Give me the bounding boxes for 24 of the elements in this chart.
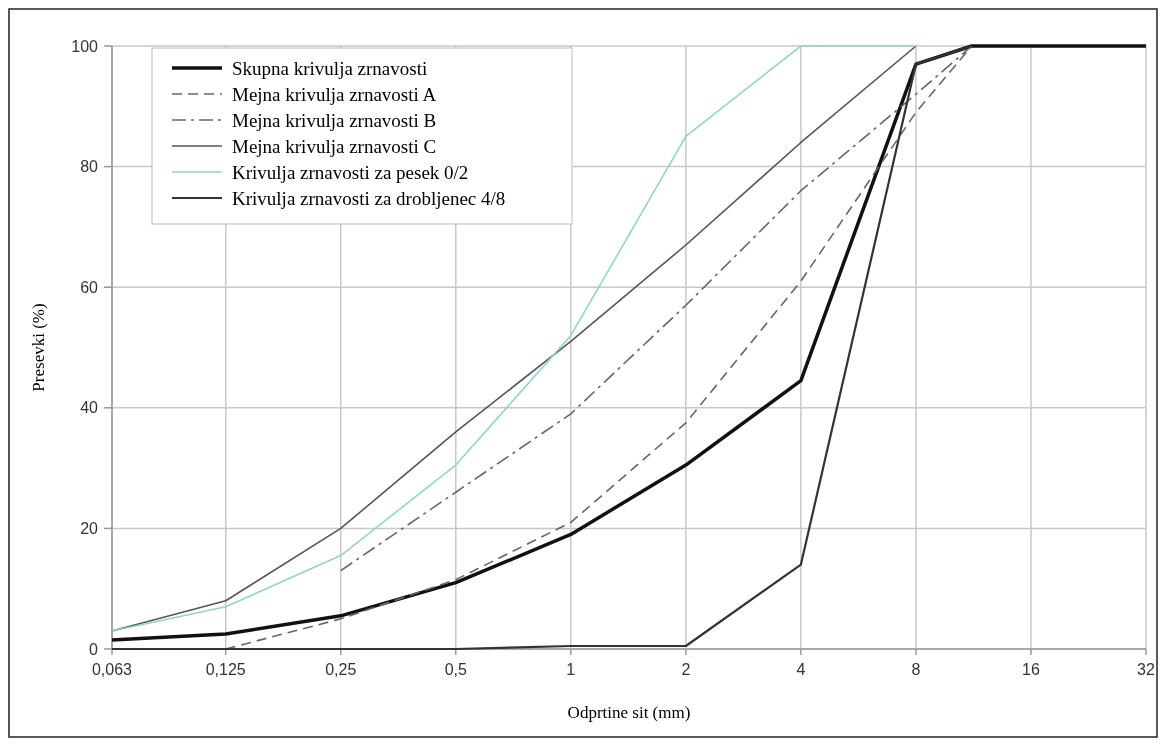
x-tick-label: 8 xyxy=(911,661,921,678)
legend-label: Mejna krivulja zrnavosti A xyxy=(232,83,437,105)
x-axis-title: Odprtine sit (mm) xyxy=(567,703,691,722)
x-tick-label: 0,063 xyxy=(91,661,133,678)
legend-label: Mejna krivulja zrnavosti C xyxy=(232,135,437,157)
legend-label: Krivulja zrnavosti za drobljenec 4/8 xyxy=(232,187,506,209)
y-tick-label: 0 xyxy=(89,640,99,658)
y-tick-label: 20 xyxy=(80,520,99,537)
y-tick-label: 100 xyxy=(71,37,99,55)
x-tick-label: 32 xyxy=(1137,661,1155,678)
x-tick-label: 0,125 xyxy=(205,661,246,678)
x-tick-label: 1 xyxy=(566,661,576,678)
y-tick-label: 80 xyxy=(80,158,99,176)
y-tick-label: 60 xyxy=(80,278,99,296)
x-tick-label: 4 xyxy=(796,661,806,678)
x-tick-label: 0,5 xyxy=(444,661,467,678)
y-tick-label: 40 xyxy=(80,399,99,417)
x-tick-label: 16 xyxy=(1022,661,1040,678)
y-axis-title: Presevki (%) xyxy=(29,303,48,392)
legend-label: Krivulja zrnavosti za pesek 0/2 xyxy=(232,161,469,183)
legend-label: Skupna krivulja zrnavosti xyxy=(232,57,428,79)
x-tick-label: 0,25 xyxy=(325,661,357,678)
legend-label: Mejna krivulja zrnavosti B xyxy=(232,109,437,131)
x-tick-label: 2 xyxy=(681,661,691,678)
